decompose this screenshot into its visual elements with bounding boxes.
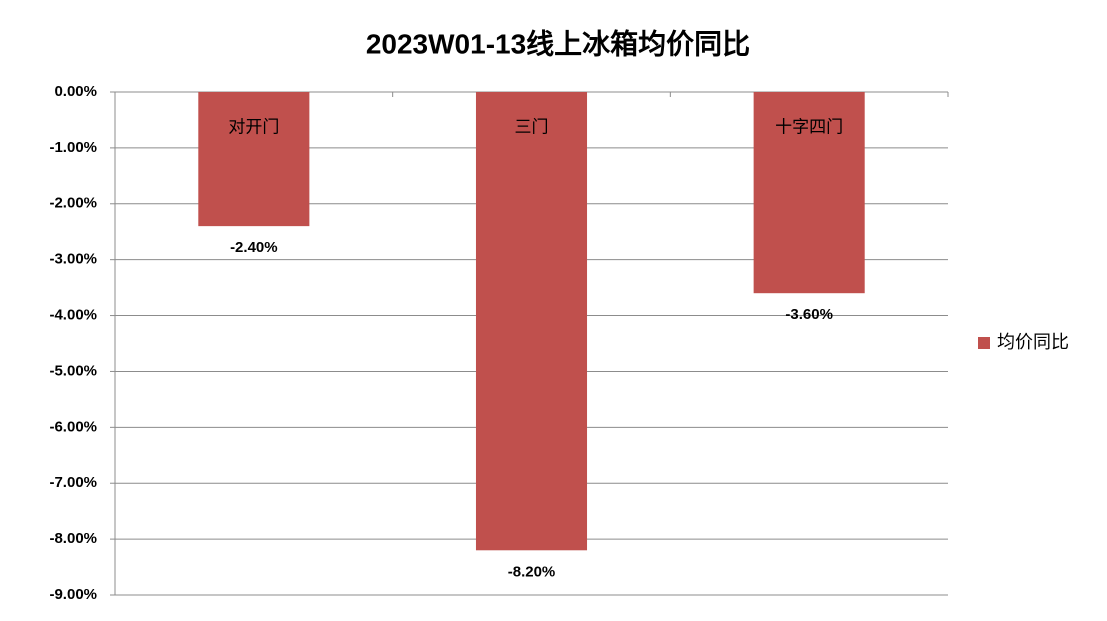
y-tick-label: -7.00% [49, 474, 97, 491]
data-label: -2.40% [230, 239, 278, 256]
y-tick-label: -6.00% [49, 418, 97, 435]
y-tick-label: -3.00% [49, 251, 97, 268]
legend-label: 均价同比 [997, 332, 1069, 352]
y-tick-label: 0.00% [54, 83, 97, 100]
x-tick-label: 对开门 [228, 117, 279, 136]
data-label: -8.20% [508, 563, 556, 580]
bar [475, 92, 588, 551]
data-label: -3.60% [785, 306, 833, 323]
y-tick-label: -2.00% [49, 195, 97, 212]
y-tick-label: -8.00% [49, 530, 97, 547]
y-tick-label: -9.00% [49, 586, 97, 603]
y-tick-label: -5.00% [49, 362, 97, 379]
x-tick-label: 三门 [515, 117, 549, 136]
chart-title: 2023W01-13线上冰箱均价同比 [366, 27, 750, 59]
bar [198, 92, 310, 227]
x-tick-label: 十字四门 [775, 117, 843, 136]
y-tick-label: -1.00% [49, 139, 97, 156]
legend-swatch [978, 337, 990, 349]
y-tick-label: -4.00% [49, 307, 97, 324]
bar [753, 92, 865, 294]
